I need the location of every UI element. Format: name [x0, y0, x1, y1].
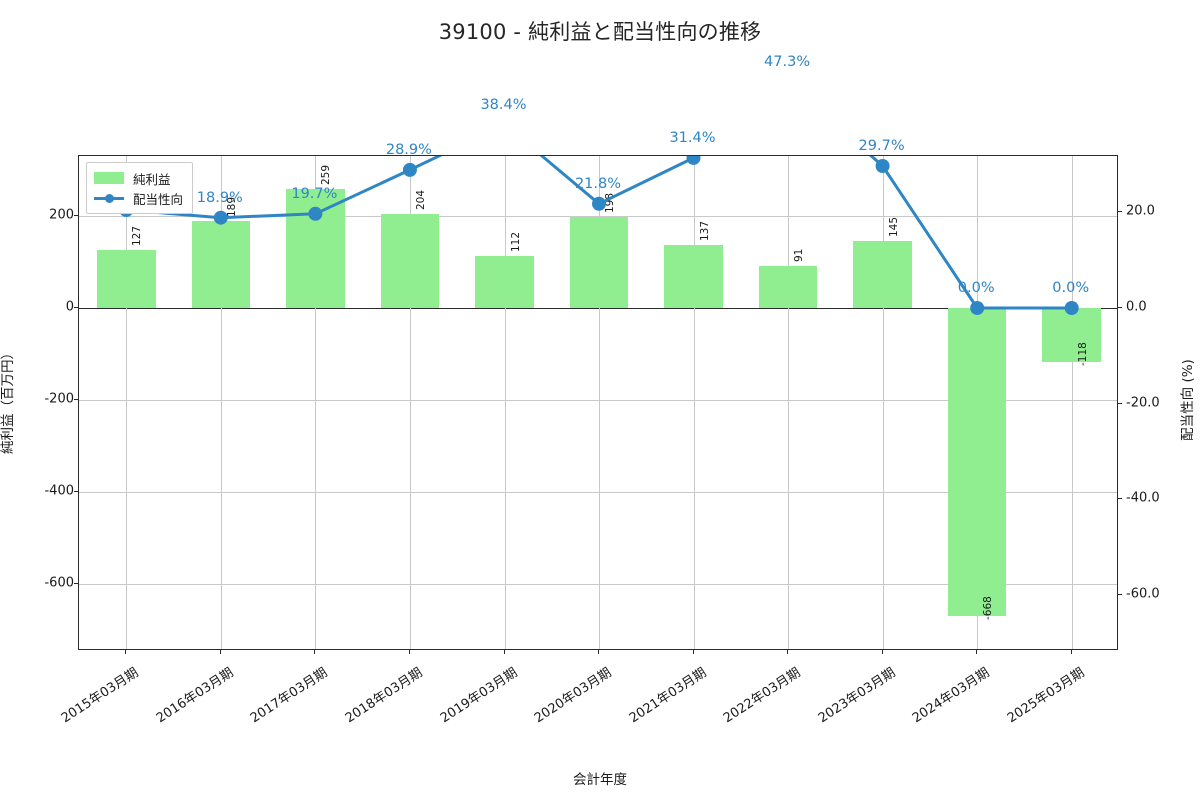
y-axis-right-tick-label: -60.0 — [1126, 586, 1160, 602]
y-axis-right-tick-label: -40.0 — [1126, 490, 1160, 506]
line-data-point[interactable] — [686, 156, 701, 165]
gridline-vertical — [409, 156, 411, 649]
y-axis-left-tick-label: -200 — [44, 391, 74, 407]
x-axis-tick-mark — [314, 650, 316, 654]
x-axis-tick-mark — [976, 650, 978, 654]
bar-net-income[interactable] — [758, 266, 818, 308]
x-axis-tick-mark — [787, 650, 789, 654]
payout-ratio-label: 18.9% — [196, 189, 243, 206]
gridline-vertical — [220, 156, 222, 649]
payout-ratio-label: 19.7% — [291, 185, 338, 202]
y-axis-left-tick-mark — [74, 214, 78, 216]
y-axis-left-tick-mark — [74, 583, 78, 585]
gridline-vertical — [693, 156, 695, 649]
gridline-vertical — [315, 156, 317, 649]
y-axis-left-tick-mark — [74, 491, 78, 493]
page-title: 39100 - 純利益と配当性向の推移 — [438, 20, 762, 44]
bar-net-income[interactable] — [947, 308, 1007, 616]
gridline-horizontal — [79, 584, 1117, 586]
x-axis-title: 会計年度 — [573, 772, 627, 788]
payout-ratio-label: 28.9% — [385, 141, 432, 158]
x-axis-tick-mark — [1070, 650, 1072, 654]
bar-net-income[interactable] — [569, 216, 629, 308]
gridline-vertical — [882, 156, 884, 649]
y-axis-left-tick-label: 200 — [49, 207, 74, 223]
line-data-point[interactable] — [970, 301, 985, 315]
gridline-vertical — [599, 156, 600, 649]
gridline-horizontal — [79, 215, 1117, 217]
y-axis-left-tick-label: -400 — [44, 483, 74, 499]
legend-label-net-income: 純利益 — [133, 171, 171, 187]
y-axis-left-tick-mark — [74, 307, 78, 308]
legend-item-payout-ratio: 配当性向 — [94, 188, 183, 208]
y-axis-right-title: 配当性向 (%) — [1180, 359, 1196, 441]
y-axis-right-tick-mark — [1118, 402, 1122, 404]
legend-label-payout-ratio: 配当性向 — [133, 191, 184, 207]
x-axis-tick-mark — [881, 650, 883, 654]
line-data-point[interactable] — [592, 196, 606, 211]
x-axis-tick-mark — [598, 650, 599, 654]
y-axis-right-tick-label: 0.0 — [1126, 299, 1147, 315]
payout-ratio-label: 31.4% — [669, 129, 716, 146]
y-axis-right-tick-mark — [1118, 211, 1122, 213]
y-axis-right-tick-label: 20.0 — [1126, 203, 1155, 219]
x-axis-tick-mark — [408, 650, 410, 654]
plot-area: 127 189 259 204 112 198 137 91 145 -668 -118 — [78, 155, 1118, 650]
gridline-horizontal — [79, 400, 1117, 401]
bar-net-income[interactable] — [380, 214, 440, 308]
bar-net-income[interactable] — [191, 220, 251, 308]
payout-ratio-label: 38.4% — [480, 96, 527, 113]
x-axis-tick-mark — [503, 650, 505, 654]
payout-ratio-label: 47.3% — [764, 53, 811, 70]
zero-line — [79, 308, 1117, 309]
bar-net-income[interactable] — [475, 256, 534, 308]
y-axis-right-tick-mark — [1118, 498, 1122, 500]
gridline-vertical — [1071, 156, 1073, 649]
line-data-point[interactable] — [308, 206, 323, 221]
payout-ratio-label: 29.7% — [858, 138, 905, 154]
bar-net-income[interactable] — [853, 241, 912, 308]
gridline-vertical — [126, 156, 128, 649]
chart-legend: 純利益 配当性向 — [86, 162, 194, 214]
y-axis-right-tick-mark — [1118, 307, 1122, 308]
payout-ratio-label: 21.8% — [574, 175, 622, 192]
y-axis-right-tick-label: -20.0 — [1126, 395, 1160, 411]
y-axis-right-tick-mark — [1118, 593, 1122, 595]
payout-ratio-label: 0.0% — [1052, 280, 1090, 296]
line-data-point[interactable] — [402, 162, 417, 177]
x-axis-tick-mark — [692, 650, 694, 654]
y-axis-left-tick-label: 0 — [65, 299, 74, 315]
y-axis-left-title: 純利益（百万円） — [0, 346, 16, 454]
line-data-point[interactable] — [213, 210, 228, 225]
line-data-point[interactable] — [875, 159, 890, 173]
line-marker-icon — [94, 192, 124, 204]
y-axis-left-tick-label: -600 — [44, 575, 74, 591]
gridline-vertical — [788, 156, 790, 649]
x-axis-tick-mark — [125, 650, 127, 654]
y-axis-left-tick-mark — [74, 399, 78, 400]
gridline-horizontal — [79, 492, 1117, 494]
payout-ratio-label: 0.0% — [957, 280, 995, 296]
payout-ratio-line — [119, 156, 1079, 315]
bar-net-income[interactable] — [1042, 308, 1101, 363]
bar-net-income[interactable] — [664, 244, 723, 308]
legend-item-net-income: 純利益 — [94, 168, 183, 188]
x-axis-tick-mark — [219, 650, 221, 654]
gridline-vertical — [504, 156, 506, 649]
bar-net-income[interactable] — [97, 249, 156, 308]
bar-swatch-icon — [94, 172, 124, 184]
line-data-point[interactable] — [1064, 301, 1079, 315]
plot-inner: 127 189 259 204 112 198 137 91 145 -668 -118 — [79, 156, 1117, 649]
